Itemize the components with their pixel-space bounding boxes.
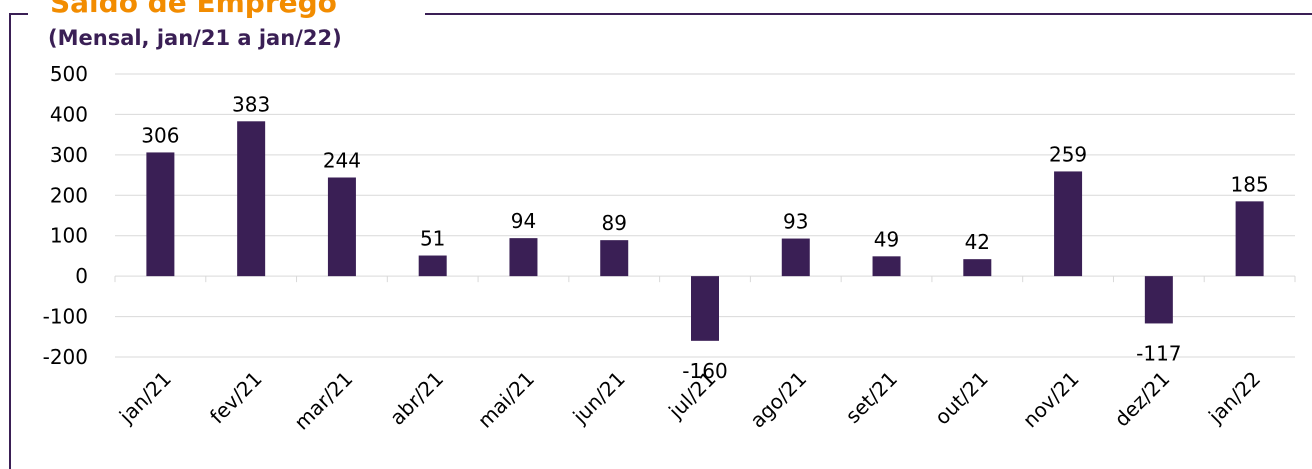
x-tick-label: mai/21 <box>473 367 539 433</box>
bar <box>600 240 629 277</box>
y-tick-label: 400 <box>50 102 88 126</box>
data-label: 42 <box>965 230 990 254</box>
bar <box>237 121 266 277</box>
data-label: -117 <box>1136 341 1181 365</box>
x-tick-label: abr/21 <box>385 367 448 430</box>
y-tick-label: 300 <box>50 143 88 167</box>
x-tick-label: out/21 <box>930 367 993 430</box>
data-label: 89 <box>602 211 627 235</box>
chart-title: Saldo de Emprego <box>50 0 337 19</box>
data-label: 94 <box>511 209 536 233</box>
chart-subtitle: (Mensal, jan/21 a jan/22) <box>48 26 342 50</box>
data-label: 51 <box>420 227 445 251</box>
y-tick-label: -100 <box>43 305 88 329</box>
bar <box>509 238 538 277</box>
x-tick-label: mar/21 <box>289 367 357 435</box>
bar <box>872 256 901 277</box>
y-tick-label: -200 <box>43 345 88 369</box>
bar <box>781 238 810 277</box>
bar <box>146 152 175 277</box>
bar <box>1235 201 1264 277</box>
x-tick-label: jan/21 <box>114 367 176 429</box>
bar <box>1144 276 1173 324</box>
y-tick-label: 200 <box>50 183 88 207</box>
data-label: 185 <box>1231 172 1269 196</box>
data-label: -160 <box>682 359 727 383</box>
bar <box>691 276 719 341</box>
x-tick-label: fev/21 <box>205 367 267 429</box>
data-label: 49 <box>874 227 899 251</box>
frame <box>9 13 1312 469</box>
x-tick-label: set/21 <box>841 367 902 428</box>
x-tick-label: jun/21 <box>567 367 629 429</box>
bar <box>963 259 992 277</box>
bar <box>1054 171 1083 277</box>
bar <box>327 177 356 277</box>
data-label: 244 <box>323 148 361 172</box>
y-tick-label: 100 <box>50 224 88 248</box>
data-label: 93 <box>783 210 808 234</box>
data-label: 306 <box>141 123 179 147</box>
x-tick-label: ago/21 <box>745 367 811 433</box>
x-tick-label: jan/22 <box>1203 367 1265 429</box>
x-tick-label: dez/21 <box>1110 367 1175 432</box>
y-tick-label: 0 <box>75 264 88 288</box>
y-tick-label: 500 <box>50 62 88 86</box>
x-tick-label: nov/21 <box>1018 367 1084 433</box>
bar <box>418 255 447 277</box>
data-label: 383 <box>232 92 270 116</box>
data-label: 259 <box>1049 142 1087 166</box>
